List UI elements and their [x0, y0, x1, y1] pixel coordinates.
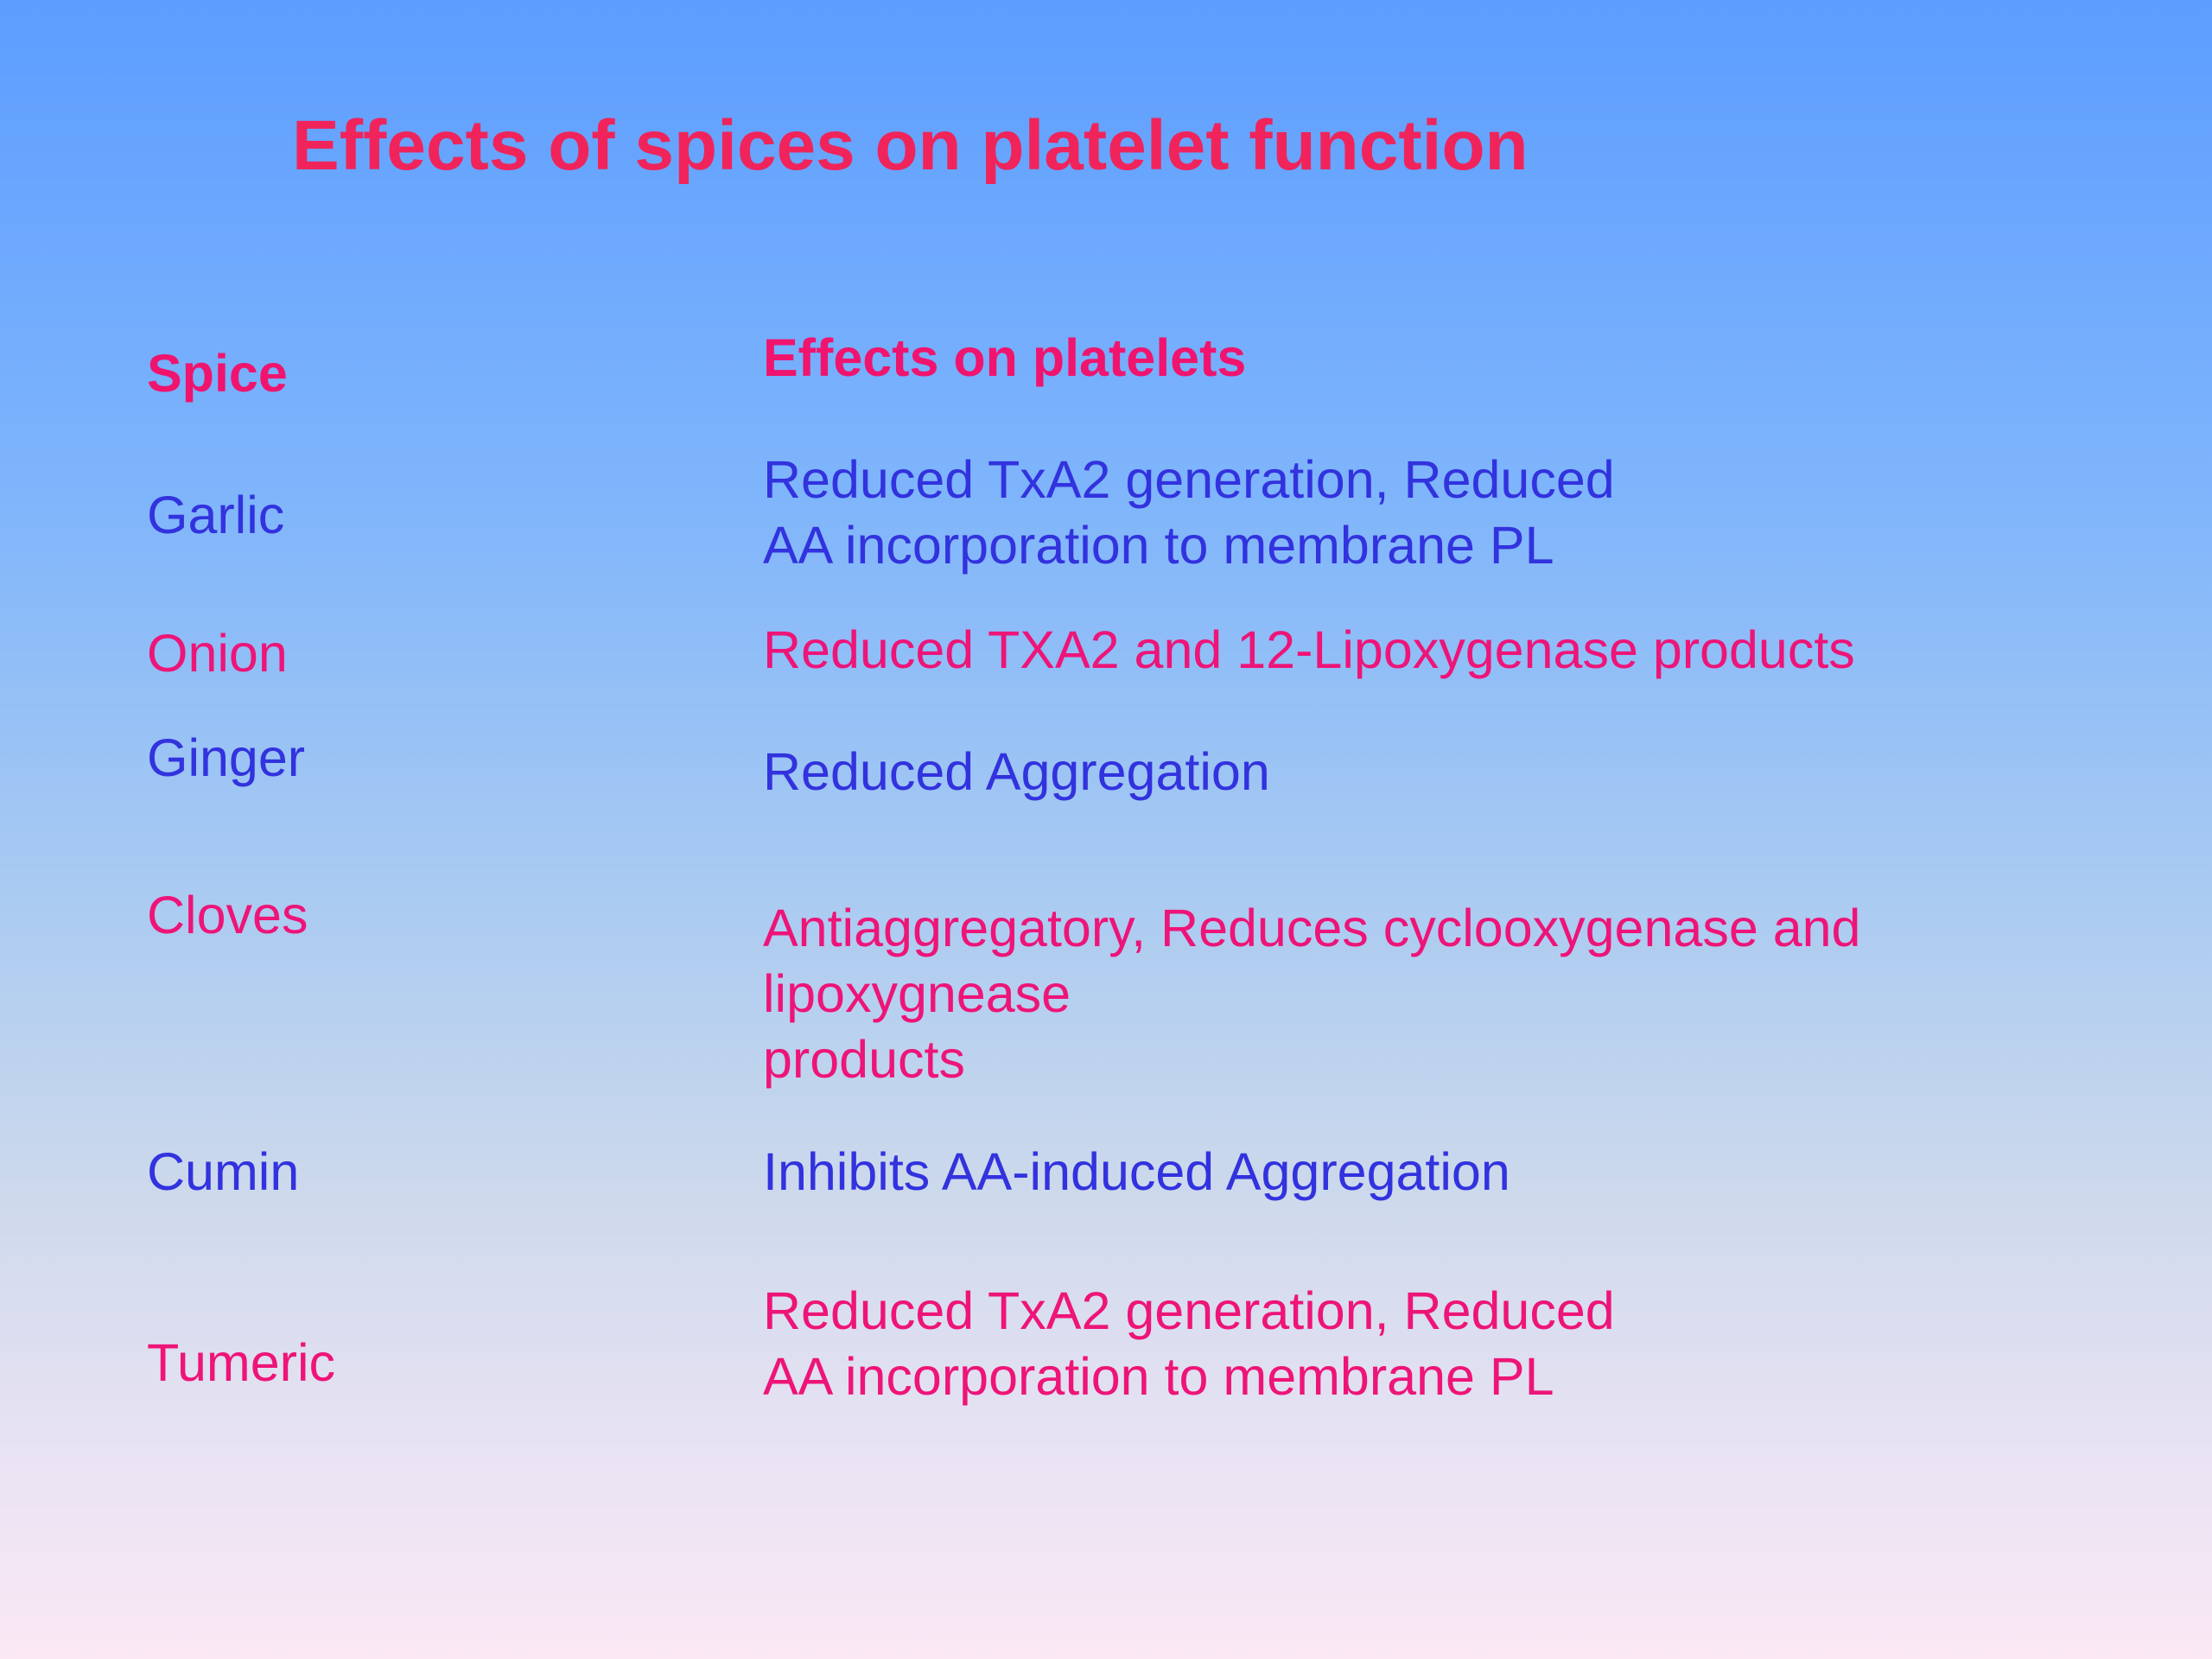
effect-garlic-line-1: Reduced TxA2 generation, Reduced	[763, 450, 1615, 509]
spice-cloves: Cloves	[147, 886, 308, 944]
effect-onion-line-1: Reduced TXA2 and 12-Lipoxygenase product…	[763, 620, 1855, 679]
effect-garlic: Reduced TxA2 generation, Reduced AA inco…	[763, 447, 1615, 578]
header-spice: Spice	[147, 344, 288, 403]
effect-ginger-line-1: Reduced Aggregation	[763, 742, 1270, 801]
effect-cloves-line-2: lipoxygnease	[763, 964, 1071, 1023]
spice-garlic: Garlic	[147, 486, 285, 544]
effect-cloves: Antiaggregatory, Reduces cyclooxygenase …	[763, 895, 1861, 1092]
effect-ginger: Reduced Aggregation	[763, 739, 1270, 804]
effect-cumin-line-1: Inhibits AA-induced Aggregation	[763, 1142, 1510, 1201]
effect-tumeric-line-1: Reduced TxA2 generation, Reduced	[763, 1281, 1615, 1340]
spice-tumeric: Tumeric	[147, 1333, 336, 1392]
effect-tumeric-line-2: AA incorporation to membrane PL	[763, 1347, 1554, 1406]
effect-garlic-line-2: AA incorporation to membrane PL	[763, 516, 1554, 575]
effect-onion: Reduced TXA2 and 12-Lipoxygenase product…	[763, 617, 1855, 683]
effect-cloves-line-1: Antiaggregatory, Reduces cyclooxygenase …	[763, 899, 1861, 957]
spice-ginger: Ginger	[147, 728, 306, 787]
spice-cumin: Cumin	[147, 1142, 300, 1201]
effect-cloves-line-3: products	[763, 1030, 965, 1089]
effect-cumin: Inhibits AA-induced Aggregation	[763, 1139, 1510, 1205]
effect-tumeric: Reduced TxA2 generation, Reduced AA inco…	[763, 1278, 1615, 1409]
header-effects: Effects on platelets	[763, 328, 1247, 387]
slide-title: Effects of spices on platelet function	[292, 106, 1529, 185]
spice-onion: Onion	[147, 624, 288, 683]
